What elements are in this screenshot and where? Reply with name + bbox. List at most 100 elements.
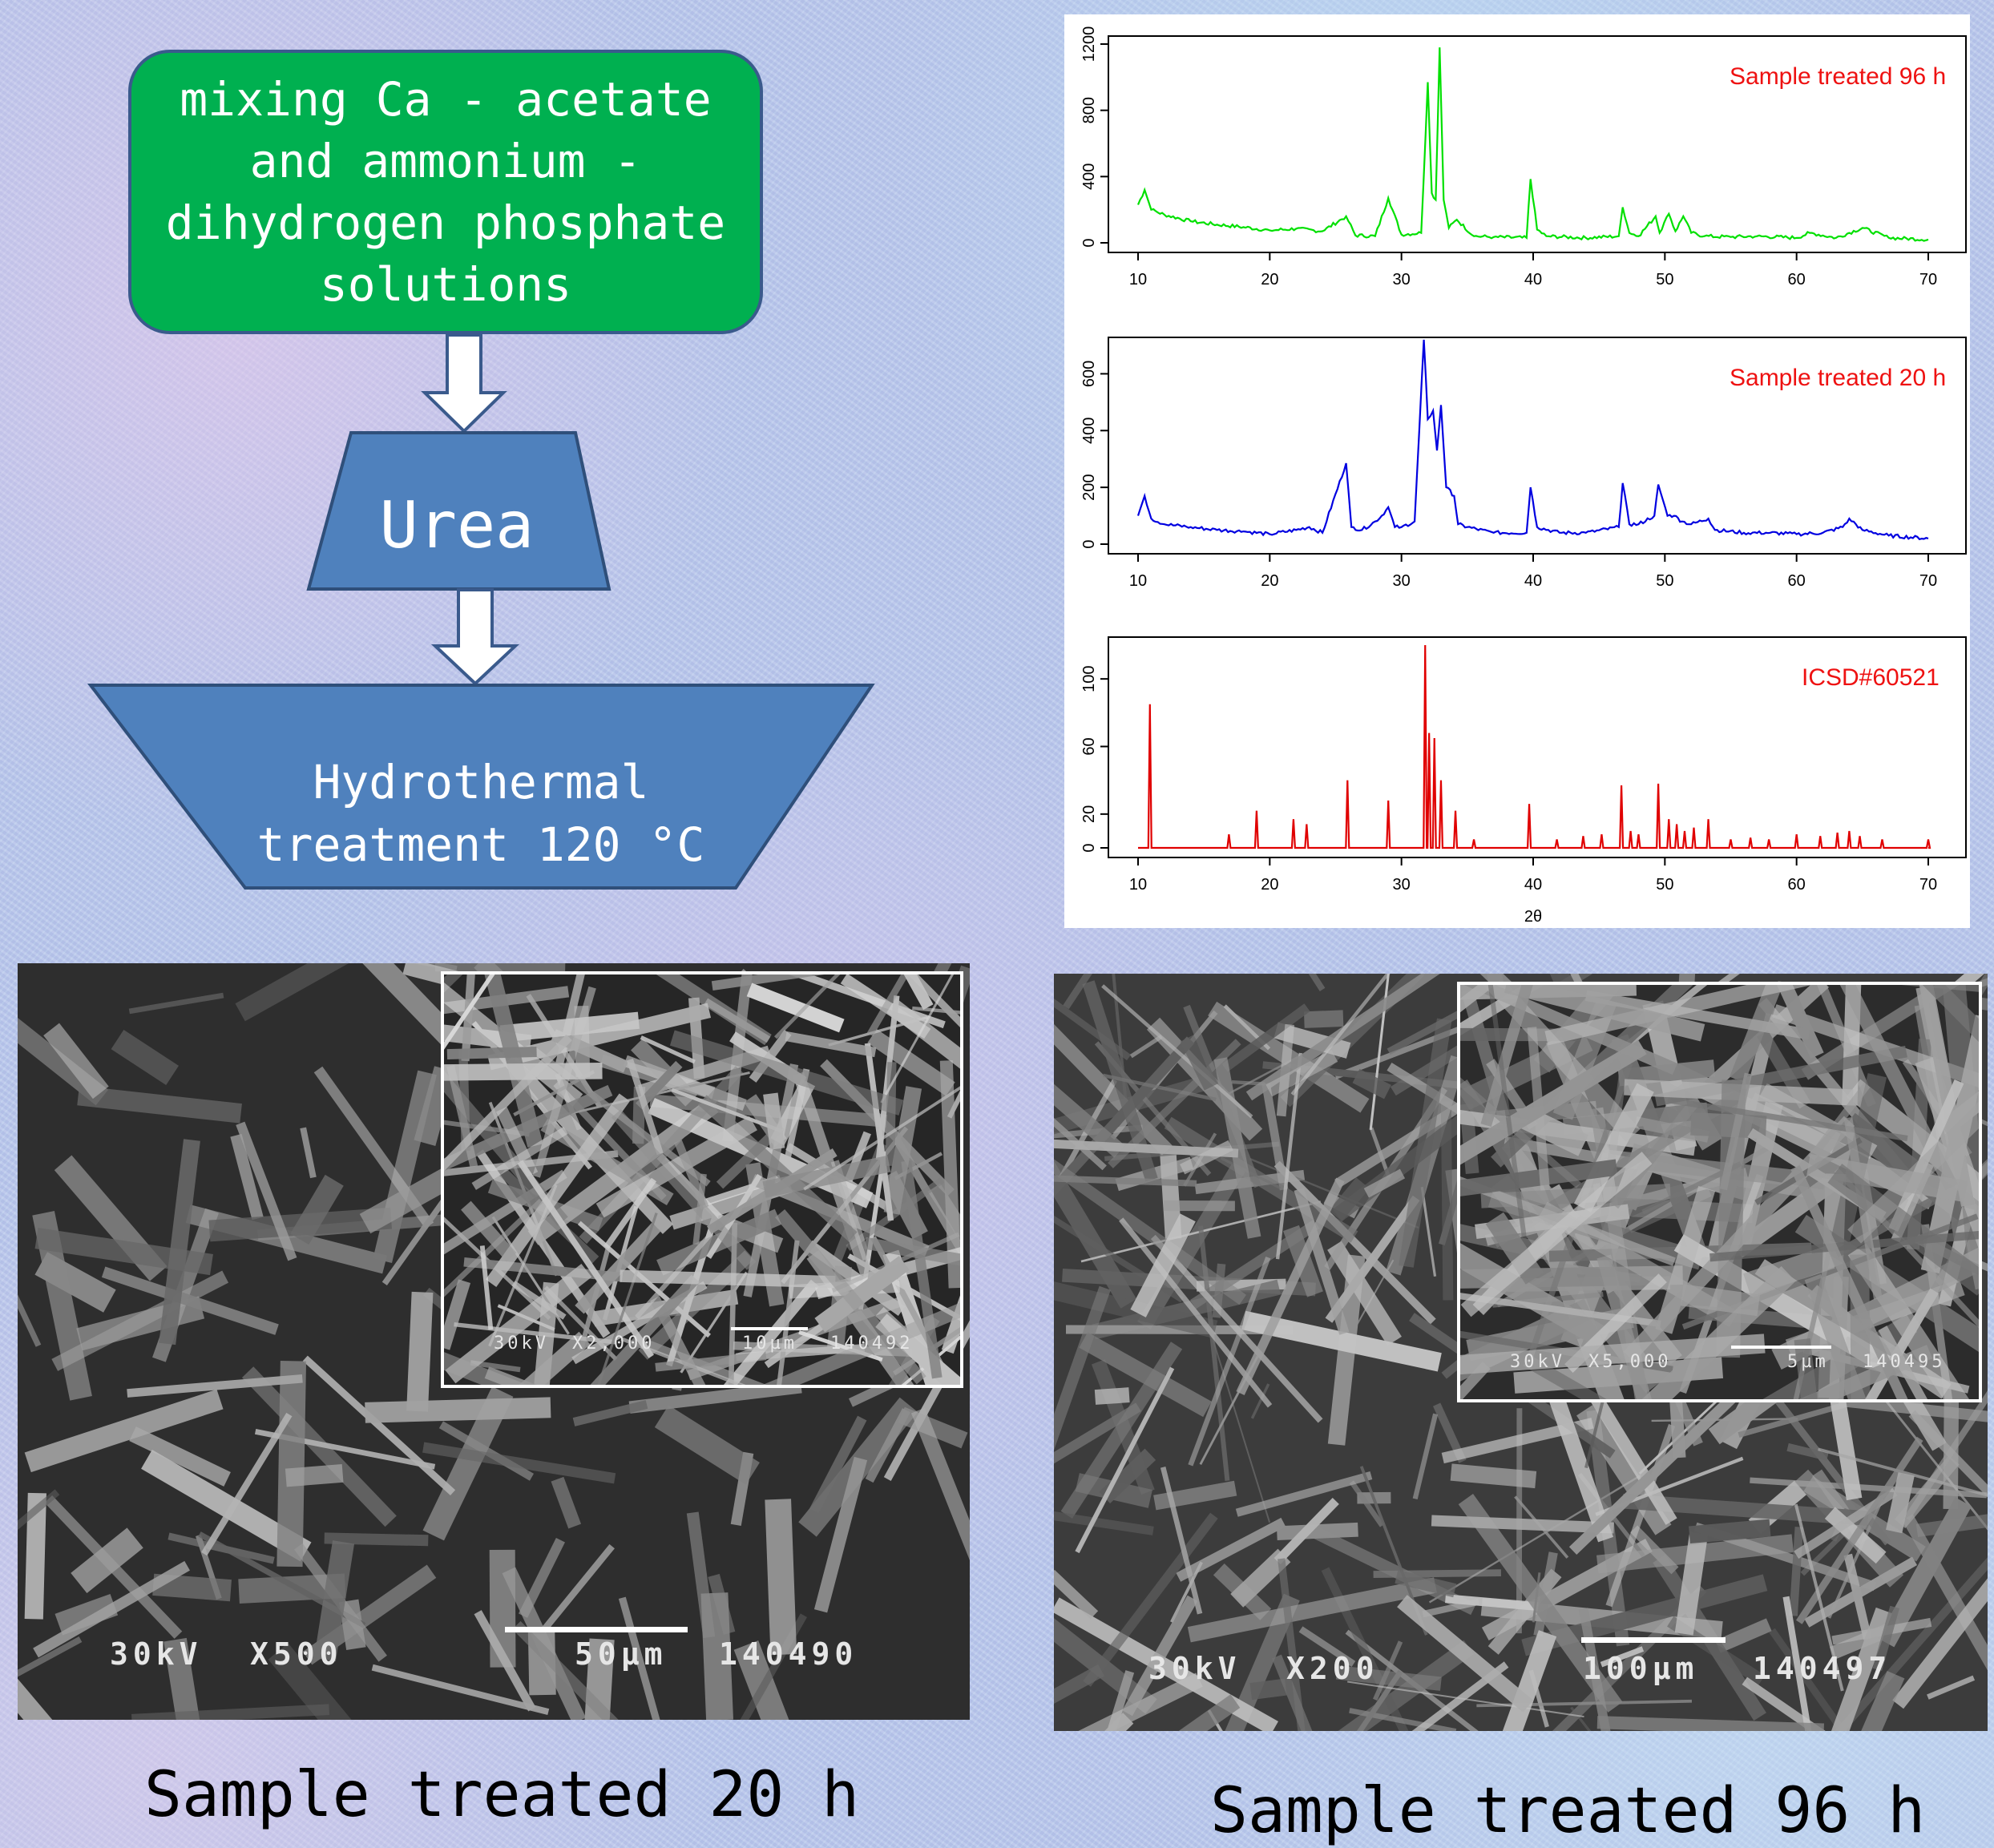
crystal-needle <box>1153 1694 1241 1731</box>
crystal-needle <box>711 974 866 991</box>
crystal-needle <box>1213 1057 1261 1239</box>
x-tick-label: 60 <box>1788 876 1806 894</box>
crystal-needle <box>1079 1332 1212 1418</box>
crystal-needle <box>1054 1285 1111 1454</box>
crystal-needle <box>1782 1596 1813 1731</box>
crystal-needle <box>572 1400 648 1426</box>
crystal-needle <box>1584 990 1810 1040</box>
sem-scale-label: 100µm <box>1583 1651 1699 1686</box>
crystal-needle <box>1804 1556 1918 1628</box>
down-arrow-icon <box>421 333 507 434</box>
crystal-needle <box>628 1380 802 1414</box>
sem-inset-96h: 30kV X5,000 5µm 140495 <box>1457 982 1982 1402</box>
crystal-needle <box>1230 1548 1291 1608</box>
crystal-needle <box>1373 1640 1403 1701</box>
crystal-needle <box>127 1374 303 1398</box>
crystal-needle <box>618 1596 676 1720</box>
crystal-needle <box>513 1070 595 1117</box>
crystal-needle <box>636 1060 683 1110</box>
crystal-needle <box>1460 1334 1766 1376</box>
x-tick-label: 10 <box>1129 572 1147 590</box>
sem-kv-label: 30kV <box>1148 1651 1241 1686</box>
sem-scale-bar <box>505 1627 688 1632</box>
crystal-needle <box>830 1160 871 1261</box>
crystal-needle <box>1385 1661 1509 1731</box>
crystal-needle <box>1460 985 1677 1075</box>
y-tick-label: 0 <box>1080 238 1098 247</box>
x-tick-label: 10 <box>1129 876 1147 894</box>
crystal-needle <box>1054 1672 1203 1731</box>
crystal-needle <box>511 1281 567 1320</box>
crystal-needle <box>1387 1063 1464 1116</box>
crystal-needle <box>444 1063 603 1082</box>
crystal-needle <box>1349 1708 1457 1731</box>
crystal-needle <box>1578 1608 1633 1731</box>
crystal-needle <box>1275 1052 1303 1260</box>
crystal-needle <box>201 1412 293 1556</box>
crystal-needle <box>746 983 845 1033</box>
crystal-needle <box>1892 1504 1988 1709</box>
crystal-needle <box>159 1139 200 1346</box>
crystal-needle <box>763 1092 785 1150</box>
crystal-needle <box>813 1456 868 1613</box>
inset-kv-label: 30kV <box>1510 1352 1565 1372</box>
crystal-needle <box>1054 1510 1154 1535</box>
crystal-needle <box>654 1405 760 1485</box>
x-tick-label: 30 <box>1393 572 1411 590</box>
crystal-needle <box>71 1527 143 1594</box>
crystal-needle <box>111 1030 179 1085</box>
crystal-needle <box>733 1640 807 1720</box>
crystal-needle <box>686 1511 716 1639</box>
step-mixing-box: mixing Ca - acetate and ammonium - dihyd… <box>128 50 763 334</box>
crystal-needle <box>1596 1716 1824 1731</box>
crystal-needle <box>1655 1185 1716 1334</box>
crystal-needle <box>1742 1677 1865 1731</box>
crystal-needle <box>1054 974 1132 1061</box>
crystal-needle <box>128 992 224 1015</box>
crystal-needle <box>1163 1200 1235 1212</box>
x-tick-label: 20 <box>1261 572 1278 590</box>
crystal-needle <box>1363 1168 1406 1198</box>
crystal-needle <box>290 1174 344 1245</box>
crystal-needle <box>1822 1288 1939 1399</box>
crystal-needle <box>1791 1607 1892 1731</box>
crystal-needle <box>1054 1139 1239 1158</box>
crystal-needle <box>495 1107 539 1177</box>
crystal-needle <box>1440 1101 1454 1301</box>
crystal-needle <box>454 1321 616 1345</box>
crystal-needle <box>1689 1519 1771 1544</box>
crystal-needle <box>671 1087 783 1133</box>
crystal-needle <box>1460 1159 1618 1208</box>
crystal-needle <box>1235 1471 1373 1517</box>
inset-mag-label: X5,000 <box>1588 1352 1672 1372</box>
crystal-needle <box>1872 1605 1900 1672</box>
crystal-needle <box>1060 1342 1183 1519</box>
y-tick-label: 200 <box>1080 474 1098 500</box>
crystal-needle <box>499 1011 640 1043</box>
crystal-needle <box>1194 1593 1300 1731</box>
crystal-needle <box>1395 1569 1457 1598</box>
crystal-needle <box>1927 1675 1976 1700</box>
crystal-needle <box>603 1177 657 1249</box>
crystal-needle <box>18 1489 60 1538</box>
xrd-chart-panel: 10 20 30 40 50 60 70 0 400 800 1200 Sample treated … <box>1064 14 1970 928</box>
crystal-needle <box>1790 1165 1930 1399</box>
crystal-needle <box>1290 974 1451 1096</box>
crystal-needle <box>669 1030 904 1116</box>
crystal-needle <box>1082 980 1158 1182</box>
sem-image-96h: 30kV X5,000 5µm 140495 30kV X200 100µm 1… <box>1054 974 1988 1731</box>
sem-mag-label: X500 <box>250 1636 343 1672</box>
crystal-needle <box>486 1093 630 1287</box>
crystal-needle <box>54 1593 119 1636</box>
crystal-needle <box>866 974 937 1037</box>
x-tick-label: 30 <box>1393 876 1411 894</box>
crystal-needle <box>1303 1010 1344 1028</box>
x-tick-label: 40 <box>1524 876 1542 894</box>
x-tick-label: 20 <box>1261 876 1278 894</box>
crystal-needle <box>313 1540 355 1662</box>
crystal-needle <box>1908 1410 1988 1508</box>
crystal-needle <box>1054 1176 1185 1303</box>
crystal-needle <box>1272 1654 1317 1731</box>
crystal-needle <box>519 1537 565 1618</box>
x-tick-label: 30 <box>1393 271 1411 288</box>
